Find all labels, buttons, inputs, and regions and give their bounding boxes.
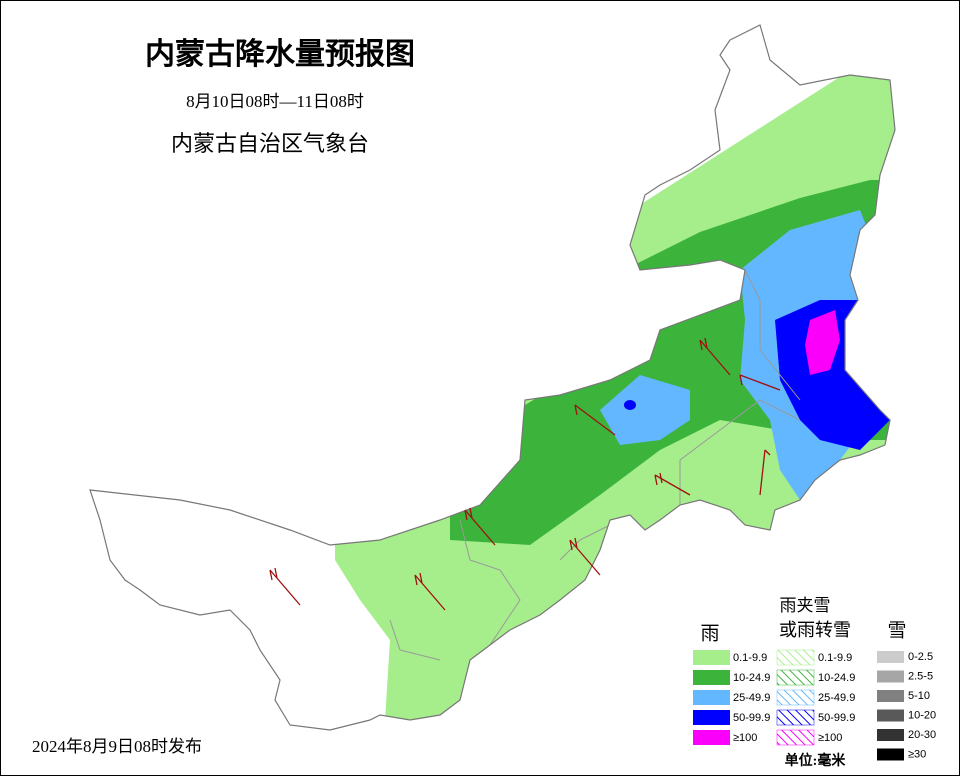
wind-barb bbox=[269, 567, 301, 606]
zone-rainstorm bbox=[775, 300, 890, 450]
legend-swatch bbox=[877, 748, 904, 761]
legend-label: 0.1-9.9 bbox=[818, 652, 852, 664]
legend-swatch bbox=[693, 690, 730, 705]
boundary bbox=[744, 269, 801, 401]
legend-swatch bbox=[693, 730, 730, 745]
legend-swatch bbox=[877, 709, 904, 722]
legend-swatch bbox=[776, 709, 815, 726]
legend-swatch bbox=[877, 670, 904, 683]
legend-swatch bbox=[776, 649, 815, 666]
issue-time: 2024年8月9日08时发布 bbox=[32, 737, 202, 756]
legend: 雨 雨夹雪 或雨转雪 雪 单位:毫米 0.1-9.9 10-24.9 25-49.9… bbox=[693, 596, 936, 769]
legend-title: 雪 bbox=[887, 620, 906, 641]
wind-barbs bbox=[269, 337, 781, 611]
zone-heavy-rain bbox=[600, 375, 690, 445]
issuer: 内蒙古自治区气象台 bbox=[171, 131, 369, 156]
boundary bbox=[559, 519, 621, 561]
wind-barb bbox=[654, 472, 691, 496]
legend-label: 0-2.5 bbox=[908, 651, 933, 663]
unit-label: 单位:毫米 bbox=[785, 752, 847, 769]
boundary bbox=[459, 519, 521, 646]
legend-label: ≥100 bbox=[733, 732, 757, 744]
legend-title: 雨夹雪 bbox=[780, 596, 831, 615]
wind-barb bbox=[739, 374, 781, 391]
legend-label: 25-49.9 bbox=[818, 692, 855, 704]
legend-label: ≥30 bbox=[908, 748, 926, 760]
boundaries bbox=[389, 269, 801, 661]
legend-swatch bbox=[877, 651, 904, 663]
forecast-period: 8月10日08时—11日08时 bbox=[186, 92, 364, 111]
legend-label: 50-99.9 bbox=[733, 712, 770, 724]
wind-barb bbox=[574, 404, 616, 436]
legend-label: 0.1-9.9 bbox=[733, 652, 767, 664]
legend-swatch bbox=[877, 690, 904, 702]
legend-swatch bbox=[693, 670, 730, 685]
legend-label: 10-24.9 bbox=[733, 672, 770, 684]
legend-title: 或雨转雪 bbox=[779, 620, 851, 640]
legend-label: 25-49.9 bbox=[733, 692, 770, 704]
boundary bbox=[679, 399, 801, 505]
legend-label: 2.5-5 bbox=[908, 670, 933, 682]
wind-barb bbox=[414, 572, 446, 611]
zone-heavy-rainstorm bbox=[805, 310, 840, 375]
legend-label: 20-30 bbox=[908, 729, 936, 741]
legend-swatch bbox=[693, 710, 730, 725]
wind-barb bbox=[759, 449, 771, 496]
legend-label: ≥100 bbox=[818, 732, 842, 744]
boundary bbox=[389, 619, 441, 661]
legend-label: 5-10 bbox=[908, 690, 930, 702]
legend-swatch bbox=[877, 729, 904, 741]
legend-swatch bbox=[776, 729, 815, 746]
wind-barb bbox=[569, 537, 601, 576]
legend-swatch bbox=[776, 689, 815, 706]
wind-barb bbox=[464, 507, 496, 546]
map-title: 内蒙古降水量预报图 bbox=[145, 38, 415, 71]
legend-swatch bbox=[776, 669, 815, 686]
legend-label: 10-20 bbox=[908, 709, 936, 721]
wind-barb bbox=[699, 337, 731, 376]
legend-swatch bbox=[693, 650, 730, 665]
legend-title: 雨 bbox=[700, 623, 719, 644]
zone-rainstorm bbox=[624, 400, 636, 410]
legend-label: 10-24.9 bbox=[818, 672, 855, 684]
legend-label: 50-99.9 bbox=[818, 712, 855, 724]
